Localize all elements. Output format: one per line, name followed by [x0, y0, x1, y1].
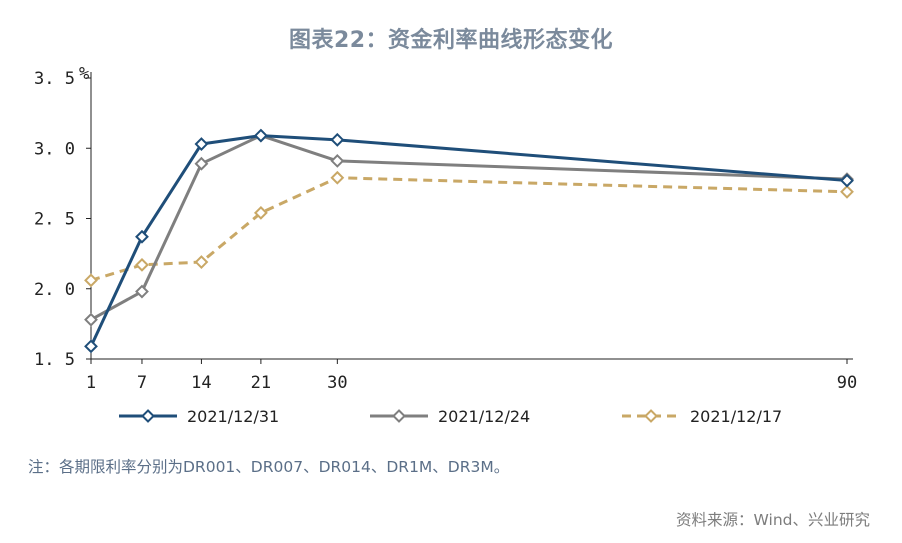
legend-label: 2021/12/24 [438, 407, 530, 426]
x-tick-label: 7 [137, 373, 147, 393]
series-line [90, 176, 848, 282]
series-2021/12/17 [84, 170, 854, 288]
data-point [840, 184, 854, 199]
x-tick-label: 90 [837, 373, 857, 393]
x-tick-label: 1 [86, 373, 96, 393]
series-line [90, 134, 848, 321]
series-layer [84, 128, 854, 354]
axes: 1. 5 2. 0 2. 5 3. 0 3. 5 % 1 7 14 21 30 90 [34, 64, 857, 393]
y-tick-label: 3. 0 [34, 139, 75, 159]
legend-item: 2021/12/31 [119, 407, 279, 426]
source-note: 资料来源：Wind、兴业研究 [676, 511, 870, 529]
data-point [84, 339, 98, 354]
y-axis-unit: % [79, 64, 89, 84]
series-2021/12/24 [84, 128, 854, 327]
footnote: 注：各期限利率分别为DR001、DR007、DR014、DR1M、DR3M。 [28, 458, 510, 476]
x-tick-label: 14 [191, 373, 211, 393]
data-point [194, 255, 209, 269]
data-point [135, 229, 149, 244]
series-2021/12/31 [84, 128, 854, 354]
data-point [253, 128, 268, 143]
data-point [84, 273, 98, 288]
data-point [194, 137, 209, 151]
legend-marker [141, 409, 155, 423]
data-point [330, 132, 345, 147]
data-point [253, 205, 268, 220]
x-tick-label: 21 [251, 373, 271, 393]
data-point [330, 153, 345, 168]
y-tick-label: 2. 0 [34, 280, 75, 300]
legend-label: 2021/12/17 [690, 407, 782, 426]
legend: 2021/12/31 2021/12/24 2021/12/17 [119, 407, 782, 426]
y-tick-label: 2. 5 [34, 210, 75, 230]
data-point [330, 170, 345, 185]
legend-item: 2021/12/24 [370, 407, 530, 426]
chart-title: 图表22：资金利率曲线形态变化 [288, 28, 614, 53]
data-point [84, 312, 98, 327]
series-line [89, 134, 848, 347]
legend-label: 2021/12/31 [187, 407, 279, 426]
x-tick-label: 30 [327, 373, 347, 393]
y-tick-label: 3. 5 [34, 69, 75, 89]
legend-marker [392, 409, 406, 423]
data-point [135, 284, 149, 299]
legend-item: 2021/12/17 [622, 407, 782, 426]
data-point [135, 257, 149, 272]
data-point [840, 173, 854, 188]
data-point [194, 156, 209, 171]
y-tick-label: 1. 5 [34, 350, 75, 370]
legend-marker [644, 409, 658, 423]
